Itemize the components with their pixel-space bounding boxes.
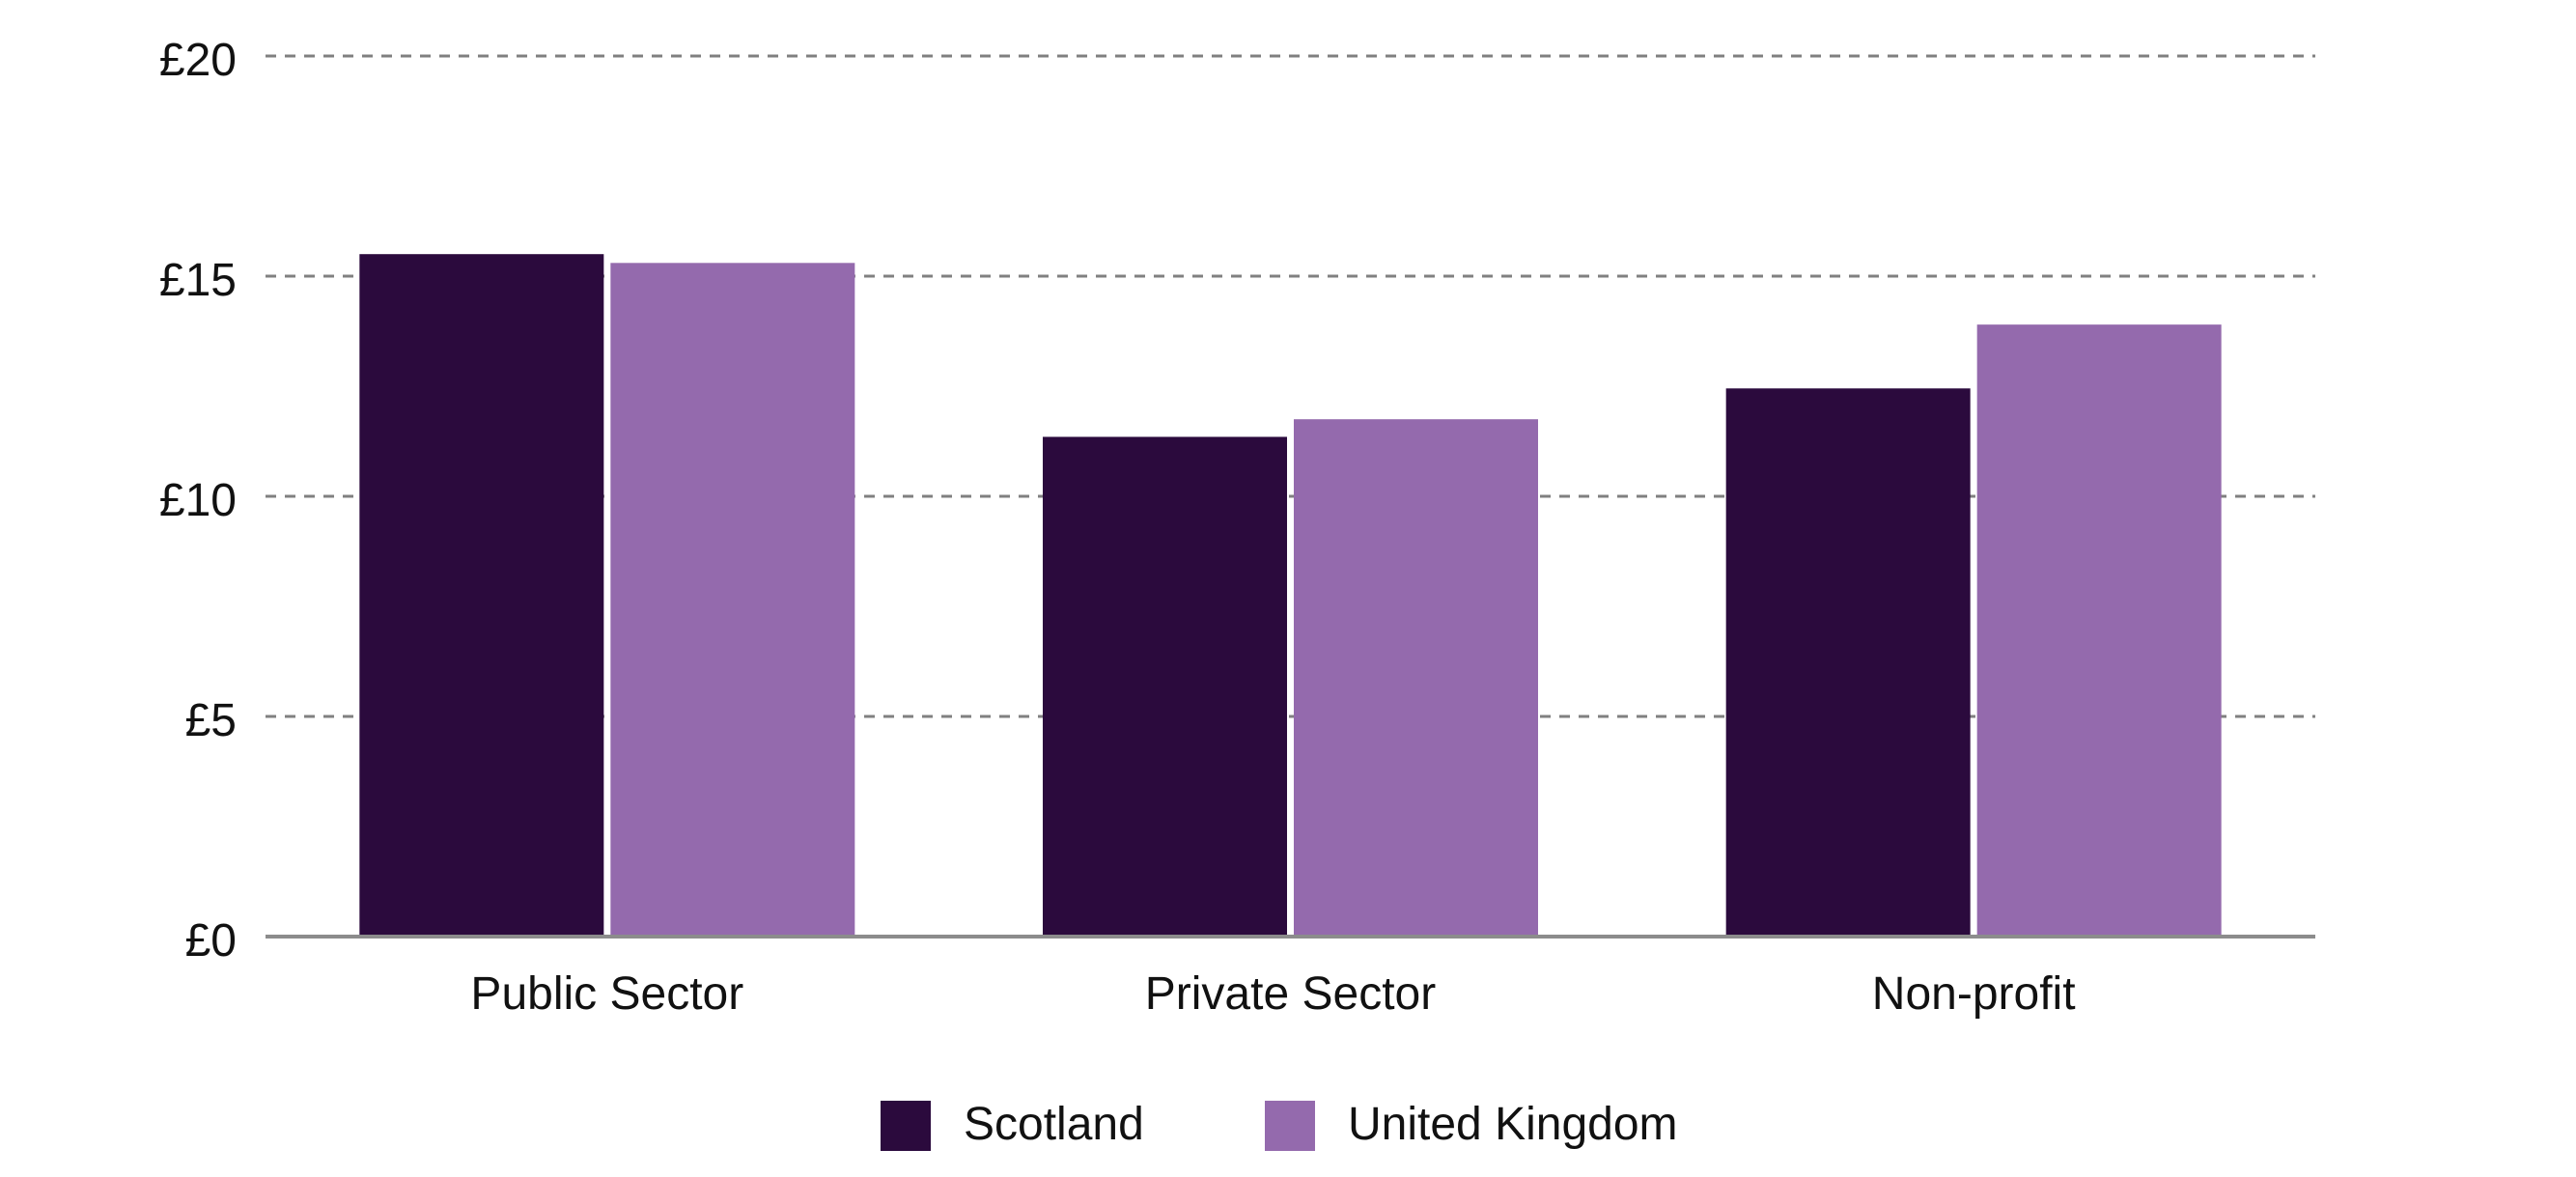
bar-united-kingdom — [1294, 419, 1538, 937]
x-tick-label: Public Sector — [470, 968, 743, 1020]
bar-united-kingdom — [610, 263, 855, 937]
legend-label: United Kingdom — [1348, 1099, 1678, 1150]
bar-scotland — [1725, 388, 1971, 937]
gridlines — [266, 54, 2315, 718]
axes: £0 £5 £10 £15 £20 Public Sector Private Sector… — [159, 35, 2315, 1020]
legend: Scotland United Kingdom — [881, 1099, 1678, 1151]
legend-label: Scotland — [964, 1099, 1144, 1150]
legend-swatch — [881, 1101, 931, 1151]
x-tick-label: Private Sector — [1145, 968, 1436, 1020]
y-tick-label: £5 — [185, 695, 237, 746]
bar-united-kingdom — [1976, 324, 2222, 937]
bar-scotland — [1043, 436, 1287, 937]
bars — [359, 254, 2222, 937]
legend-swatch — [1265, 1101, 1315, 1151]
y-tick-label: £10 — [159, 475, 237, 526]
y-tick-label: £15 — [159, 255, 237, 306]
y-tick-label: £20 — [159, 35, 237, 86]
y-tick-label: £0 — [185, 915, 237, 967]
bar-scotland — [359, 254, 604, 937]
x-tick-label: Non-profit — [1872, 968, 2076, 1020]
